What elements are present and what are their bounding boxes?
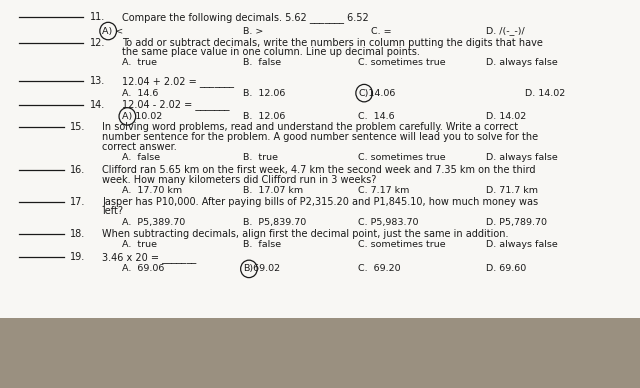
Text: B.  12.06: B. 12.06 — [243, 88, 285, 98]
Text: B)69.02: B)69.02 — [243, 264, 280, 274]
FancyBboxPatch shape — [0, 0, 640, 318]
Text: the same place value in one column. Line up decimal points.: the same place value in one column. Line… — [122, 47, 419, 57]
Text: D. 69.60: D. 69.60 — [486, 264, 527, 274]
Text: correct answer.: correct answer. — [102, 142, 177, 152]
Text: C. sometimes true: C. sometimes true — [358, 153, 446, 162]
Text: D. 14.02: D. 14.02 — [525, 88, 565, 98]
Text: D. P5,789.70: D. P5,789.70 — [486, 218, 547, 227]
Text: C. =: C. = — [371, 26, 392, 36]
Text: C)14.06: C)14.06 — [358, 88, 396, 98]
Text: B.  P5,839.70: B. P5,839.70 — [243, 218, 307, 227]
Text: number sentence for the problem. A good number sentence will lead you to solve f: number sentence for the problem. A good … — [102, 132, 538, 142]
Text: When subtracting decimals, align first the decimal point, just the same in addit: When subtracting decimals, align first t… — [102, 229, 509, 239]
Text: To add or subtract decimals, write the numbers in column putting the digits that: To add or subtract decimals, write the n… — [122, 38, 543, 48]
Text: D. 14.02: D. 14.02 — [486, 112, 527, 121]
Text: A.  true: A. true — [122, 240, 157, 249]
Text: A.  69.06: A. 69.06 — [122, 264, 164, 274]
Text: B. >: B. > — [243, 26, 264, 36]
Text: C. sometimes true: C. sometimes true — [358, 58, 446, 68]
Text: 13.: 13. — [90, 76, 105, 87]
Text: 12.04 + 2.02 = _______: 12.04 + 2.02 = _______ — [122, 76, 234, 87]
Text: 17.: 17. — [70, 197, 86, 207]
Text: D. always false: D. always false — [486, 153, 558, 162]
Text: D. 71.7 km: D. 71.7 km — [486, 186, 538, 195]
Text: B.  false: B. false — [243, 240, 282, 249]
Text: B.  true: B. true — [243, 153, 278, 162]
Text: C. sometimes true: C. sometimes true — [358, 240, 446, 249]
Text: C. 7.17 km: C. 7.17 km — [358, 186, 410, 195]
Text: C. P5,983.70: C. P5,983.70 — [358, 218, 419, 227]
Text: A) <: A) < — [102, 26, 124, 36]
Text: A.  14.6: A. 14.6 — [122, 88, 158, 98]
Text: 12.04 - 2.02 = _______: 12.04 - 2.02 = _______ — [122, 99, 229, 110]
Text: A.  P5,389.70: A. P5,389.70 — [122, 218, 185, 227]
Text: A.  true: A. true — [122, 58, 157, 68]
Text: B.  false: B. false — [243, 58, 282, 68]
Text: Clifford ran 5.65 km on the first week, 4.7 km the second week and 7.35 km on th: Clifford ran 5.65 km on the first week, … — [102, 165, 536, 175]
Text: 12.: 12. — [90, 38, 105, 48]
Text: 15.: 15. — [70, 122, 86, 132]
Text: A) 10.02: A) 10.02 — [122, 112, 162, 121]
Text: D. /(-_-)/: D. /(-_-)/ — [486, 26, 525, 36]
Text: 16.: 16. — [70, 165, 86, 175]
Text: D. always false: D. always false — [486, 240, 558, 249]
Text: C.  69.20: C. 69.20 — [358, 264, 401, 274]
Text: C.  14.6: C. 14.6 — [358, 112, 395, 121]
Text: 14.: 14. — [90, 100, 105, 110]
Text: A.  17.70 km: A. 17.70 km — [122, 186, 182, 195]
Text: A.  false: A. false — [122, 153, 160, 162]
Text: B.  12.06: B. 12.06 — [243, 112, 285, 121]
Text: In solving word problems, read and understand the problem carefully. Write a cor: In solving word problems, read and under… — [102, 122, 518, 132]
Text: 11.: 11. — [90, 12, 105, 23]
Text: left?: left? — [102, 206, 124, 217]
Text: week. How many kilometers did Clifford run in 3 weeks?: week. How many kilometers did Clifford r… — [102, 175, 377, 185]
Text: Jasper has P10,000. After paying bills of P2,315.20 and P1,845.10, how much mone: Jasper has P10,000. After paying bills o… — [102, 197, 538, 207]
Text: 19.: 19. — [70, 252, 86, 262]
FancyBboxPatch shape — [0, 318, 640, 388]
Text: D. always false: D. always false — [486, 58, 558, 68]
Text: Compare the following decimals. 5.62 _______ 6.52: Compare the following decimals. 5.62 ___… — [122, 12, 369, 23]
Text: 3.46 x 20 = _______: 3.46 x 20 = _______ — [102, 252, 196, 263]
Text: 18.: 18. — [70, 229, 86, 239]
Text: B.  17.07 km: B. 17.07 km — [243, 186, 303, 195]
